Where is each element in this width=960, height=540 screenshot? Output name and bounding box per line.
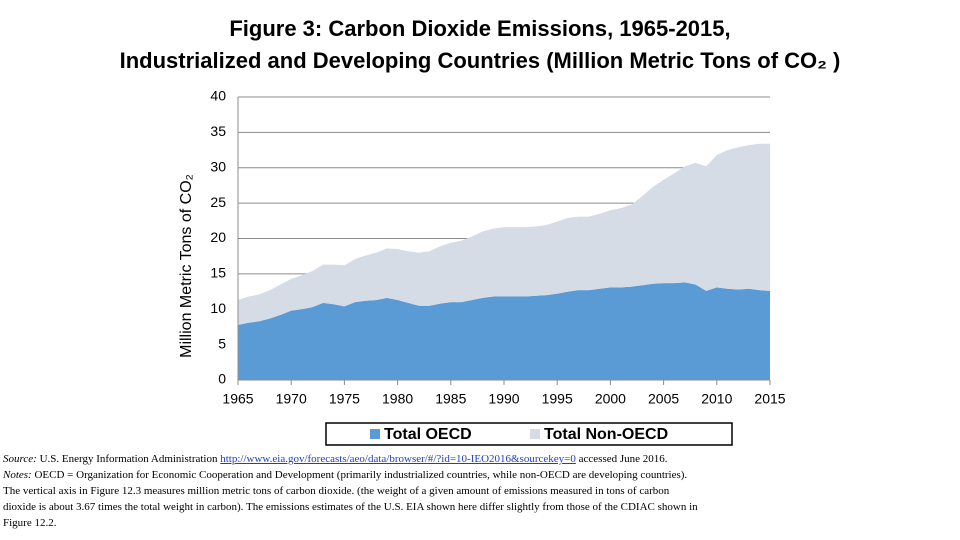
notes-text: OECD = Organization for Economic Coopera… [3,469,698,529]
x-tick-label: 1965 [222,391,253,407]
y-tick-label: 40 [210,88,226,104]
legend-box [325,422,733,446]
source-tail: accessed June 2016. [578,453,668,465]
x-tick-label: 2005 [648,391,679,407]
y-tick-label: 5 [218,335,226,351]
source-text: U.S. Energy Information Administration [39,453,218,465]
y-tick-label: 35 [210,123,226,139]
x-tick-label: 1975 [329,391,360,407]
x-tick-label: 2010 [701,391,732,407]
x-tick-label: 1990 [488,391,519,407]
y-axis-label: Million Metric Tons of CO₂ [178,174,195,358]
chart: Figure 3: Carbon Dioxide Emissions, 1965… [120,16,841,446]
y-tick-label: 25 [210,194,226,210]
footnote: Source: U.S. Energy Information Administ… [3,451,703,531]
chart-title: Industrialized and Developing Countries … [120,48,841,73]
y-tick-label: 15 [210,265,226,281]
x-tick-label: 2000 [595,391,626,407]
y-tick-label: 10 [210,300,226,316]
area [238,143,770,325]
legend-label: Total Non-OECD [544,426,668,443]
x-tick-label: 1970 [276,391,307,407]
legend-swatch [370,429,380,439]
y-tick-label: 0 [218,371,226,387]
x-tick-label: 1995 [542,391,573,407]
notes-label: Notes: [3,469,32,481]
legend-label: Total OECD [384,426,472,443]
chart-title: Figure 3: Carbon Dioxide Emissions, 1965… [229,16,730,41]
x-tick-label: 1980 [382,391,413,407]
x-tick-label: 2015 [754,391,785,407]
source-link[interactable]: http://www.eia.gov/forecasts/aeo/data/br… [220,453,576,465]
y-tick-label: 20 [210,229,226,245]
x-tick-label: 1985 [435,391,466,407]
source-label: Source: [3,453,37,465]
y-tick-label: 30 [210,158,226,174]
area [238,282,770,380]
legend-swatch [530,429,540,439]
